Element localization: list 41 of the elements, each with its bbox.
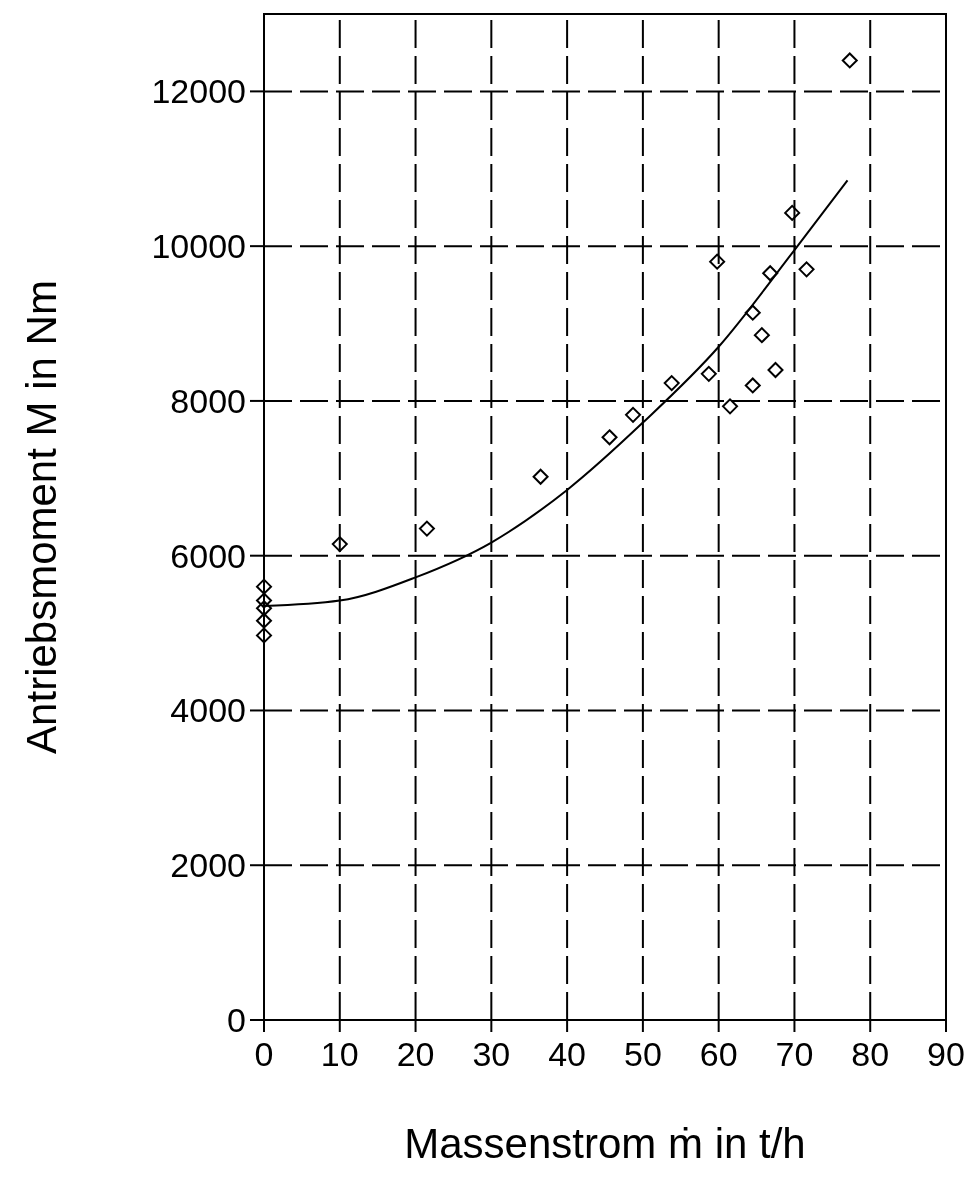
point	[256, 600, 272, 617]
x-tick-label: 90	[927, 1035, 965, 1073]
point	[418, 520, 435, 537]
y-tick-label: 8000	[170, 381, 246, 420]
y-tick-label: 10000	[151, 227, 246, 266]
x-tick-label: 80	[851, 1035, 890, 1073]
x-tick-label: 0	[254, 1035, 274, 1073]
point	[256, 612, 272, 629]
y-tick-label: 4000	[170, 691, 246, 730]
point	[784, 204, 801, 221]
point	[256, 627, 272, 644]
point	[841, 52, 858, 69]
point	[532, 468, 549, 485]
point	[709, 253, 726, 270]
point	[762, 265, 779, 282]
x-axis-title: Massenstrom ṁ in t/h	[404, 1120, 806, 1167]
y-tick-label: 6000	[170, 536, 246, 575]
x-tick-label: 30	[472, 1035, 511, 1073]
point	[256, 578, 272, 595]
y-tick-label: 0	[227, 1000, 246, 1039]
point	[722, 398, 739, 415]
point	[744, 377, 761, 394]
point	[798, 261, 815, 278]
x-tick-label: 20	[396, 1035, 435, 1073]
point	[625, 406, 642, 423]
x-tick-label: 70	[775, 1035, 814, 1073]
y-axis-title: Antriebsmoment M in Nm	[18, 280, 65, 754]
point	[767, 361, 784, 378]
point	[744, 304, 761, 321]
point	[753, 327, 770, 344]
point	[663, 375, 680, 392]
point	[601, 429, 618, 446]
y-tick-label: 2000	[170, 846, 246, 885]
x-tick-label: 50	[623, 1035, 662, 1073]
point	[256, 592, 272, 609]
x-tick-label: 10	[320, 1035, 359, 1073]
point	[700, 365, 717, 382]
x-tick-label: 40	[548, 1035, 587, 1073]
x-tick-label: 60	[699, 1035, 738, 1073]
point	[331, 536, 348, 553]
y-tick-label: 12000	[151, 72, 246, 111]
